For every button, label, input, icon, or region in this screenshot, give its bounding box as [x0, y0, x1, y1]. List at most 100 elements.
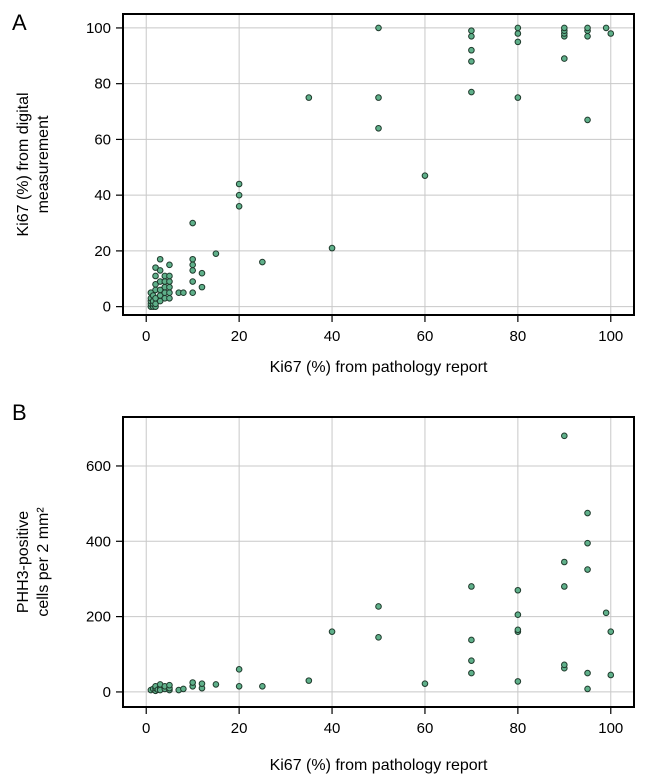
data-point [305, 677, 313, 684]
data-point [561, 661, 568, 669]
data-point [514, 611, 522, 619]
data-point [514, 24, 522, 32]
plot-frame [122, 13, 635, 316]
data-point [561, 55, 568, 62]
y-tick-label: 0 [103, 299, 111, 316]
data-point [152, 264, 159, 271]
data-point [468, 669, 475, 677]
x-axis-label: Ki67 (%) from pathology report [270, 359, 488, 376]
data-point [235, 682, 243, 690]
data-point [607, 628, 615, 635]
data-point [328, 244, 336, 252]
data-point [189, 255, 196, 263]
y-axis-label-line: PHH3-positive [15, 511, 32, 613]
y-tick-label: 400 [86, 533, 111, 550]
data-point [584, 509, 591, 517]
data-point [166, 289, 173, 297]
data-point [468, 46, 475, 54]
x-tick-label: 80 [510, 720, 527, 737]
data-point [514, 678, 522, 685]
data-point [152, 294, 159, 302]
data-point [607, 671, 615, 679]
x-tick-label: 20 [231, 328, 248, 345]
data-point [514, 30, 522, 37]
data-point [189, 261, 196, 269]
y-tick-label: 0 [103, 684, 111, 701]
data-point [514, 38, 522, 46]
data-point [235, 203, 243, 210]
data-point [156, 286, 164, 294]
data-point [166, 681, 173, 689]
y-tick-label: 60 [94, 131, 111, 148]
data-point [561, 558, 568, 566]
data-point [584, 566, 591, 573]
data-point [561, 432, 568, 440]
x-tick-label: 60 [417, 720, 434, 737]
data-point [468, 32, 475, 40]
data-point [198, 680, 206, 687]
y-tick-label: 80 [94, 76, 111, 93]
y-axis-label-line: measurement [35, 115, 52, 213]
x-tick-label: 60 [417, 328, 434, 345]
y-tick-label: 20 [94, 243, 111, 260]
data-point [607, 30, 615, 37]
data-point [602, 24, 610, 32]
data-point [189, 267, 196, 274]
data-point [584, 32, 591, 40]
data-point [584, 116, 591, 124]
data-point [468, 657, 475, 664]
data-point [259, 258, 266, 266]
data-point [212, 681, 220, 688]
y-tick-label: 100 [86, 20, 111, 37]
panel-b: B 0 20 40 60 80 100 0 200 400 600 Ki67 (%) from pat… [12, 400, 635, 774]
x-tick-label: 20 [231, 720, 248, 737]
y-axis-label-line: Ki67 (%) from digital [15, 92, 32, 236]
data-point [514, 94, 522, 101]
x-tick-label: 0 [142, 720, 150, 737]
x-tick-label: 80 [510, 328, 527, 345]
data-point [198, 283, 206, 291]
data-point [375, 94, 382, 101]
data-point [602, 609, 610, 617]
data-point [584, 669, 591, 677]
data-point [189, 289, 196, 297]
plot-frame [122, 416, 635, 708]
panel-letter: A [12, 10, 27, 35]
data-point [189, 219, 196, 227]
data-point [198, 269, 206, 277]
x-tick-label: 0 [142, 328, 150, 345]
data-point [421, 172, 429, 179]
data-point [305, 94, 313, 101]
panel-letter: B [12, 400, 27, 425]
y-tick-label: 600 [86, 458, 111, 475]
data-point [561, 583, 568, 590]
data-point [189, 679, 196, 686]
data-point [235, 666, 243, 673]
data-point [584, 685, 591, 693]
x-tick-label: 40 [324, 328, 341, 345]
data-point [166, 272, 173, 280]
data-point [468, 58, 475, 65]
data-point [375, 603, 382, 610]
data-point [166, 261, 173, 269]
data-point [468, 27, 475, 35]
data-point [166, 294, 173, 302]
y-tick-label: 40 [94, 187, 111, 204]
data-point [152, 281, 159, 288]
data-point [166, 278, 173, 285]
data-point [514, 586, 522, 594]
data-point [375, 634, 382, 641]
y-axis-label: Ki67 (%) from digital measurement [15, 92, 52, 236]
data-point [212, 250, 220, 257]
data-point [189, 278, 196, 285]
data-point [180, 289, 187, 297]
x-tick-label: 40 [324, 720, 341, 737]
data-point [328, 628, 336, 635]
data-point [375, 24, 382, 32]
data-point [468, 583, 475, 590]
data-point [152, 272, 159, 280]
y-axis-label: PHH3-positive cells per 2 mm² [15, 507, 52, 617]
data-point [584, 24, 591, 32]
data-point [156, 267, 164, 274]
